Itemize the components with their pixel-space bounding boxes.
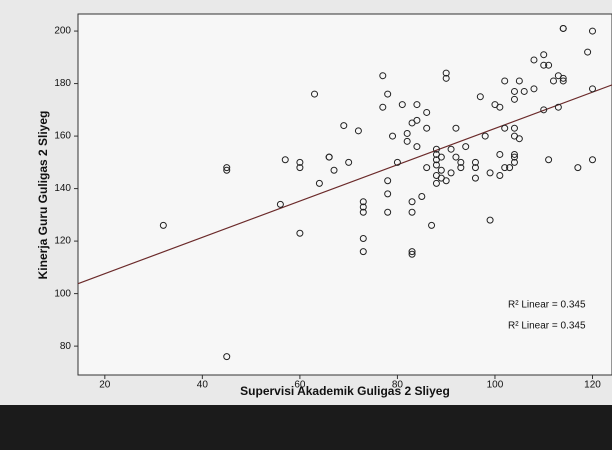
y-axis-title: Kinerja Guru Guligas 2 Sliyeg (36, 111, 50, 280)
annotation: R² Linear = 0.345 (508, 321, 586, 332)
x-tick-label: 80 (392, 380, 404, 391)
y-tick-label: 180 (54, 78, 71, 89)
x-tick-label: 60 (294, 380, 306, 391)
x-tick-label: 40 (197, 380, 209, 391)
y-tick-label: 80 (60, 341, 72, 352)
x-tick-label: 100 (487, 380, 504, 391)
footer-bar (0, 405, 612, 450)
y-tick-label: 140 (54, 183, 71, 194)
x-tick-label: 120 (584, 380, 601, 391)
chart: Supervisi Akademik Guligas 2 Sliyeg Kine… (0, 0, 612, 450)
y-tick-label: 120 (54, 236, 71, 247)
y-tick-label: 160 (54, 131, 71, 142)
y-tick-label: 100 (54, 288, 71, 299)
y-tick-label: 200 (54, 26, 71, 37)
x-axis-title: Supervisi Akademik Guligas 2 Sliyeg (240, 384, 450, 398)
annotation: R² Linear = 0.345 (508, 300, 586, 311)
x-tick-label: 20 (99, 380, 111, 391)
